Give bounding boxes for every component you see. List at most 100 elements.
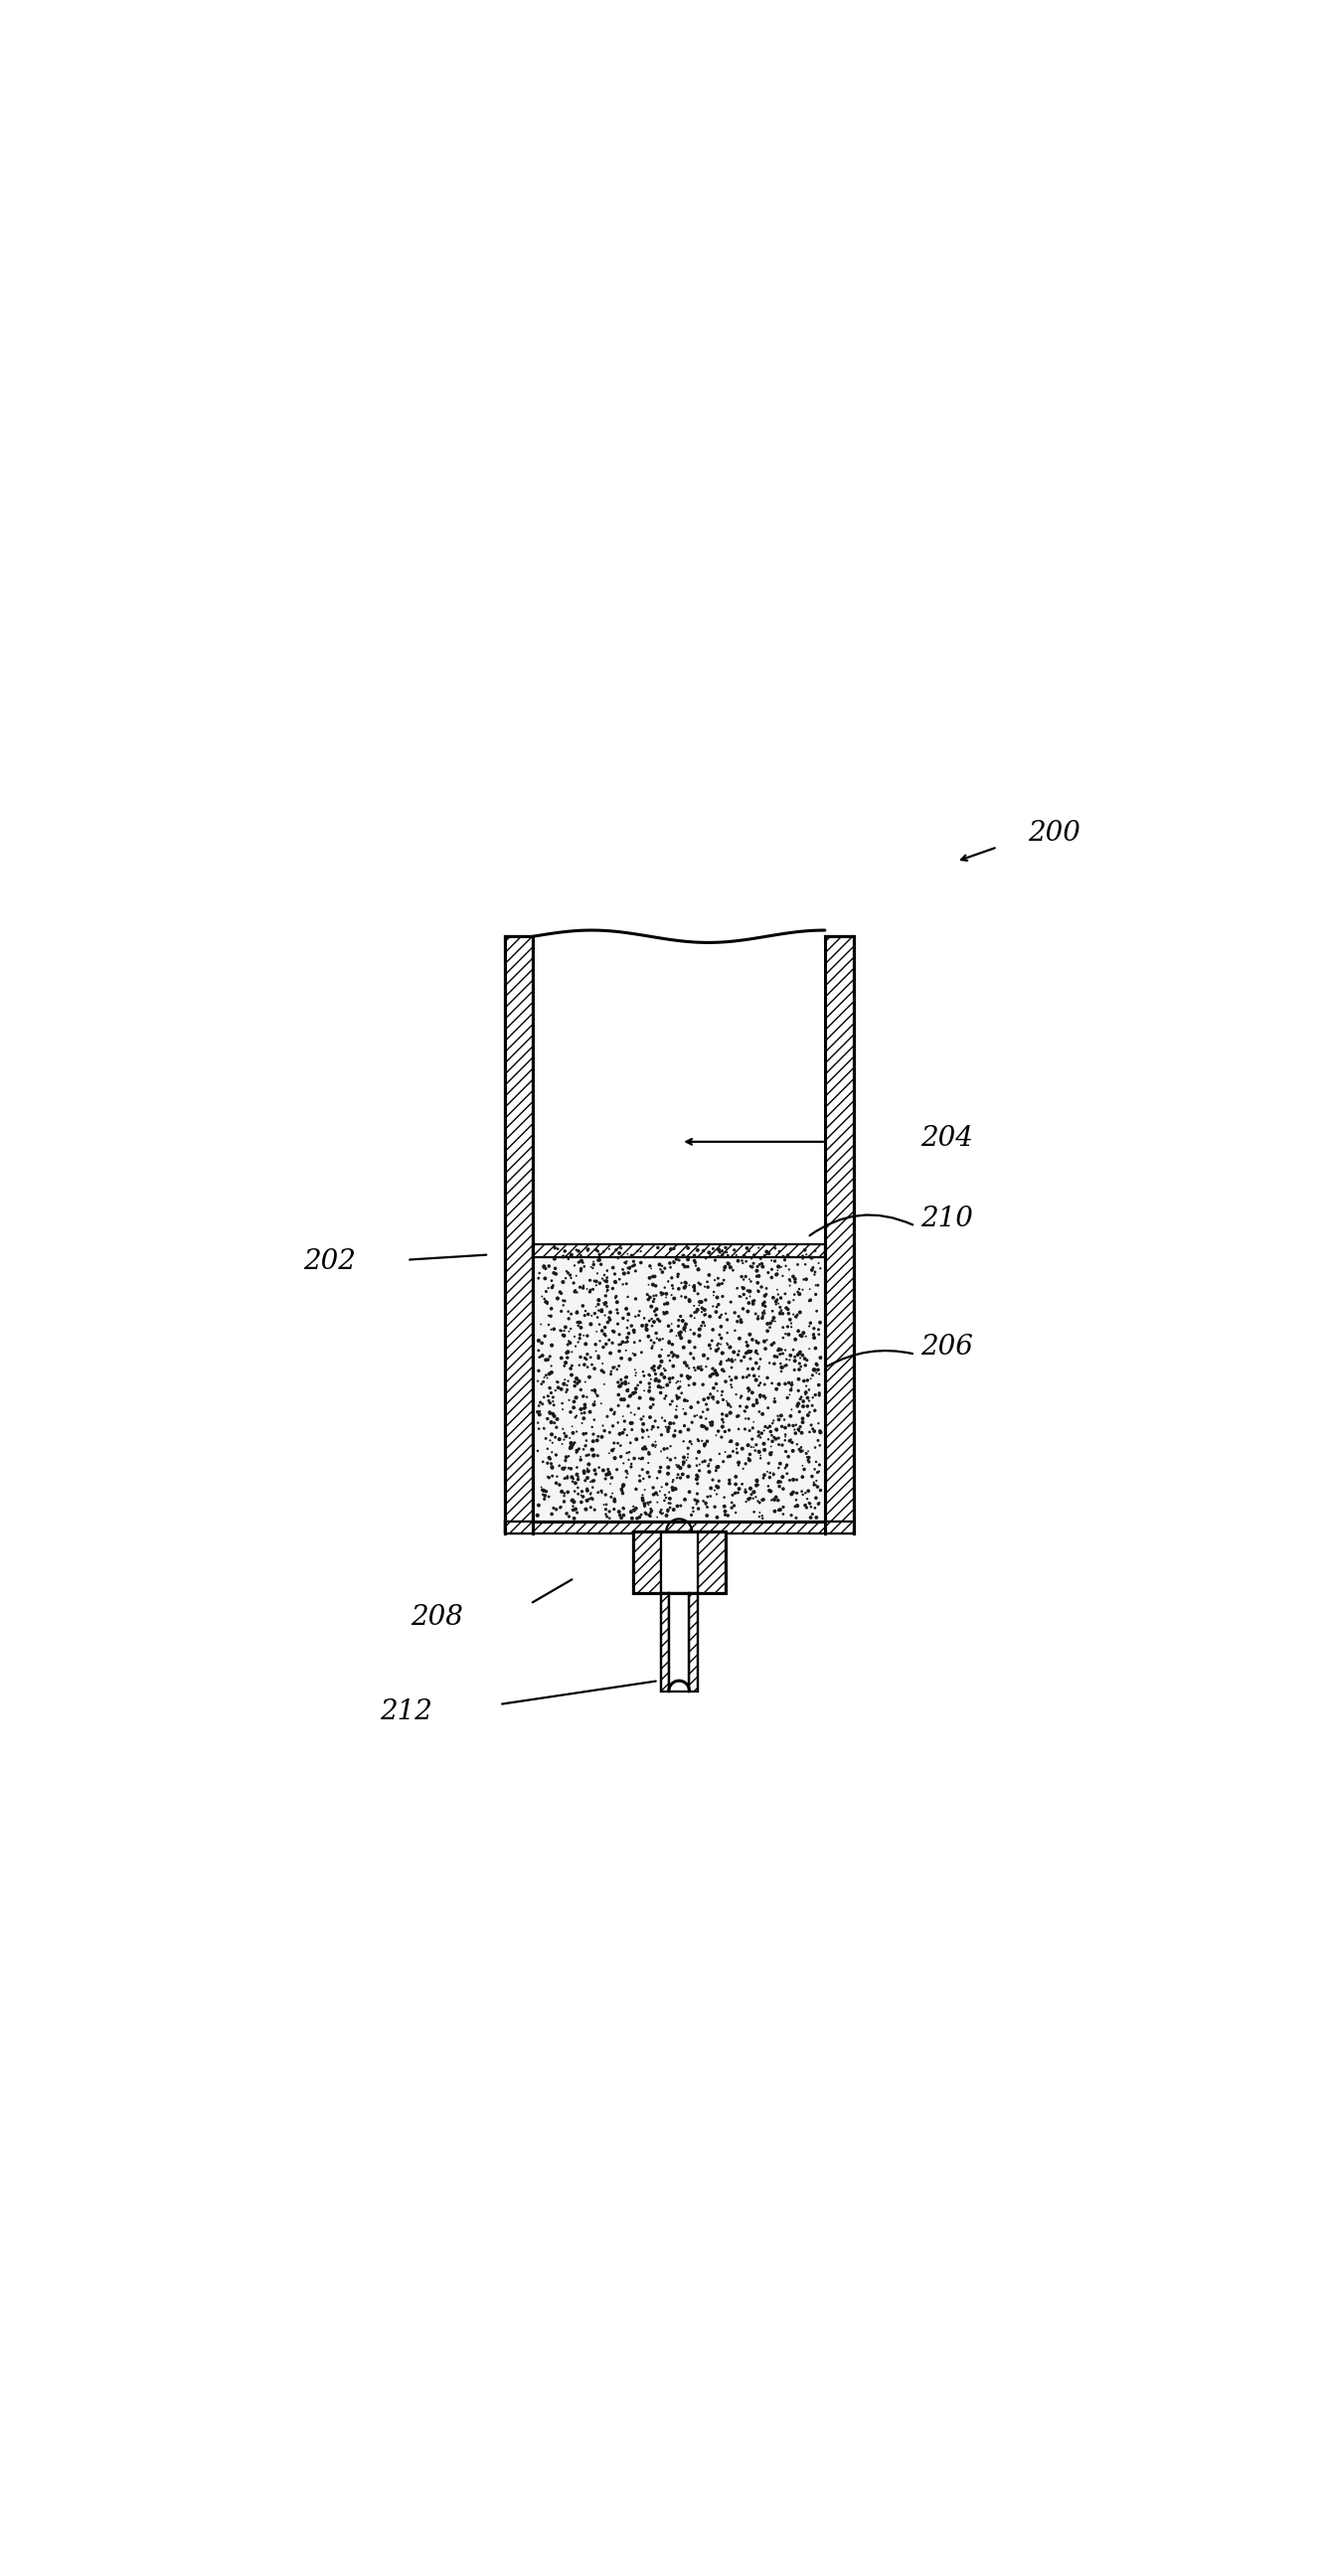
- Point: [660, 1242, 681, 1283]
- Point: [697, 1337, 718, 1378]
- Point: [649, 1360, 670, 1401]
- Point: [560, 1355, 582, 1396]
- Point: [563, 1497, 584, 1538]
- Point: [596, 1249, 617, 1291]
- Point: [754, 1455, 775, 1497]
- Point: [617, 1234, 639, 1275]
- Point: [796, 1365, 818, 1406]
- Point: [798, 1471, 819, 1512]
- Point: [765, 1337, 786, 1378]
- Point: [639, 1355, 660, 1396]
- Point: [747, 1321, 768, 1363]
- Point: [645, 1473, 666, 1515]
- Point: [570, 1388, 591, 1430]
- Point: [566, 1293, 587, 1334]
- Point: [796, 1437, 818, 1479]
- Point: [807, 1350, 828, 1391]
- Point: [788, 1332, 810, 1373]
- Point: [673, 1388, 694, 1430]
- Point: [755, 1285, 776, 1327]
- Point: [578, 1231, 599, 1273]
- Point: [750, 1376, 771, 1417]
- Point: [610, 1365, 631, 1406]
- Point: [749, 1355, 770, 1396]
- Point: [651, 1249, 672, 1291]
- Point: [726, 1427, 747, 1468]
- Point: [587, 1239, 608, 1280]
- Point: [749, 1497, 770, 1538]
- Point: [669, 1412, 690, 1453]
- Point: [531, 1383, 553, 1425]
- Point: [775, 1314, 796, 1355]
- Point: [765, 1492, 786, 1533]
- Point: [653, 1481, 674, 1522]
- Point: [553, 1285, 574, 1327]
- Point: [644, 1301, 665, 1342]
- Point: [734, 1234, 755, 1275]
- Point: [754, 1293, 775, 1334]
- Point: [615, 1358, 636, 1399]
- Point: [708, 1236, 729, 1278]
- Point: [708, 1257, 729, 1298]
- Point: [632, 1479, 653, 1520]
- Point: [700, 1476, 721, 1517]
- Point: [636, 1303, 657, 1345]
- Point: [546, 1360, 567, 1401]
- Point: [575, 1489, 596, 1530]
- Point: [551, 1383, 572, 1425]
- Point: [641, 1347, 662, 1388]
- Point: [739, 1468, 761, 1510]
- Point: [538, 1267, 559, 1309]
- Point: [549, 1463, 570, 1504]
- Point: [620, 1376, 641, 1417]
- Point: [706, 1497, 727, 1538]
- Point: [694, 1293, 716, 1334]
- Point: [648, 1406, 669, 1448]
- Point: [610, 1425, 631, 1466]
- Point: [770, 1489, 791, 1530]
- Point: [657, 1334, 678, 1376]
- Point: [702, 1229, 723, 1270]
- Point: [554, 1473, 575, 1515]
- Point: [639, 1370, 660, 1412]
- Point: [612, 1249, 633, 1291]
- Point: [562, 1479, 583, 1520]
- Point: [723, 1229, 745, 1270]
- Point: [570, 1368, 591, 1409]
- Point: [678, 1347, 700, 1388]
- Point: [761, 1257, 782, 1298]
- Point: [635, 1468, 656, 1510]
- Point: [639, 1494, 660, 1535]
- Point: [742, 1406, 763, 1448]
- Point: [763, 1455, 784, 1497]
- Point: [563, 1425, 584, 1466]
- Point: [599, 1453, 620, 1494]
- Text: 212: 212: [380, 1698, 432, 1726]
- Point: [546, 1455, 567, 1497]
- Point: [763, 1278, 784, 1319]
- Point: [596, 1497, 617, 1538]
- Point: [697, 1486, 718, 1528]
- Point: [656, 1494, 677, 1535]
- Point: [767, 1275, 788, 1316]
- Point: [717, 1324, 738, 1365]
- Point: [702, 1347, 723, 1388]
- Point: [665, 1468, 686, 1510]
- Point: [741, 1427, 762, 1468]
- Point: [529, 1394, 550, 1435]
- Point: [551, 1471, 572, 1512]
- Point: [606, 1278, 627, 1319]
- Point: [700, 1329, 721, 1370]
- Point: [738, 1231, 759, 1273]
- Point: [661, 1265, 682, 1306]
- Point: [534, 1247, 555, 1288]
- Point: [666, 1486, 688, 1528]
- Point: [639, 1257, 660, 1298]
- Point: [649, 1301, 670, 1342]
- Point: [558, 1360, 579, 1401]
- Point: [616, 1458, 637, 1499]
- Point: [580, 1303, 602, 1345]
- Point: [543, 1396, 564, 1437]
- Point: [784, 1260, 806, 1301]
- Point: [578, 1229, 599, 1270]
